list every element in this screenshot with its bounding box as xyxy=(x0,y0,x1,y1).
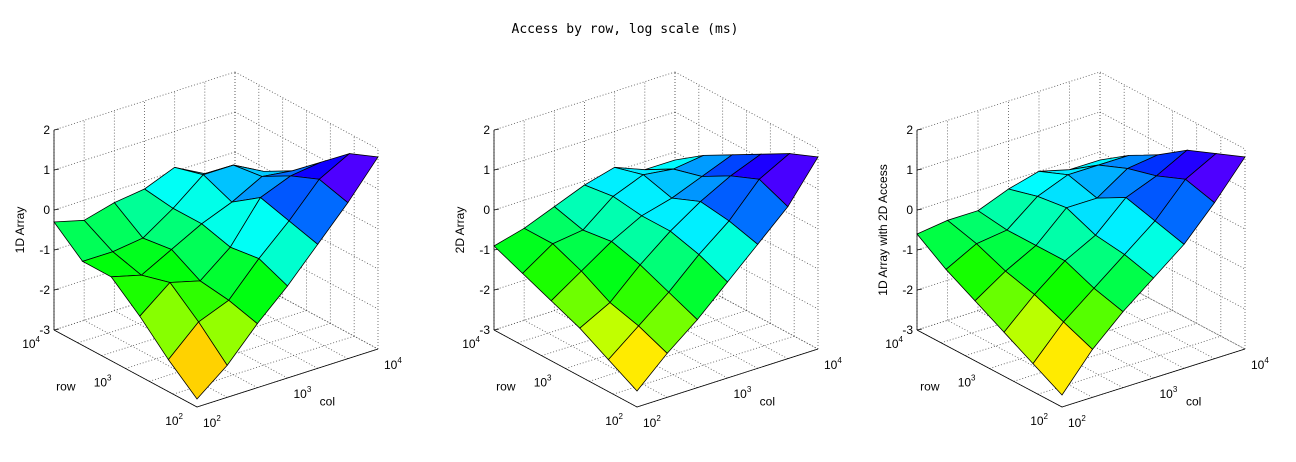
x-tick-label: 103 xyxy=(1160,385,1178,401)
y-tick-label: 102 xyxy=(605,412,623,428)
z-tick xyxy=(916,248,923,251)
z-tick xyxy=(493,208,500,211)
x-tick-label: 102 xyxy=(643,414,661,430)
x-tick-label: 102 xyxy=(1068,414,1086,430)
z-tick xyxy=(53,248,60,251)
z-tick-label: -3 xyxy=(902,323,913,337)
z-tick-label: -1 xyxy=(479,243,490,257)
surface-patch xyxy=(167,321,228,400)
y-tick-label: 102 xyxy=(1030,412,1048,428)
y-tick-label: 103 xyxy=(94,374,112,390)
z-tick-label: 0 xyxy=(43,203,50,217)
grid-line xyxy=(977,310,1124,389)
x-axis-label: col xyxy=(1186,394,1201,408)
z-tick-label: -1 xyxy=(39,243,50,257)
x-tick-label: 102 xyxy=(203,414,221,430)
z-tick xyxy=(916,128,923,131)
z-tick xyxy=(916,328,923,331)
surface-plot-1: -3 -2 -1 0 1 2 1D Array 102 103 104 102 103 104 col ro… xyxy=(13,71,402,430)
y-axis-line xyxy=(53,329,198,408)
y-axis-line xyxy=(493,329,638,408)
surface-patch xyxy=(1032,321,1094,396)
z-tick-label: -3 xyxy=(479,323,490,337)
y-tick-label: 104 xyxy=(885,335,903,351)
grid-line xyxy=(916,71,1101,131)
y-axis-label: row xyxy=(496,380,516,394)
z-tick xyxy=(53,208,60,211)
surface-plot-3: -3 -2 -1 0 1 2 1D Array with 2D Access 102 103 10… xyxy=(876,71,1269,430)
y-axis-label: row xyxy=(920,380,940,394)
y-tick-label: 103 xyxy=(958,374,976,390)
z-tick-label: -2 xyxy=(479,283,490,297)
z-tick xyxy=(493,328,500,331)
x-tick-label: 103 xyxy=(294,385,312,401)
grid-line xyxy=(1099,111,1246,190)
z-tick xyxy=(493,128,500,131)
x-tick-label: 104 xyxy=(1251,356,1269,372)
z-tick-label: -1 xyxy=(902,243,913,257)
z-axis-label: 2D Array xyxy=(453,207,467,254)
z-axis-label: 1D Array xyxy=(13,207,27,254)
z-tick-label: 2 xyxy=(906,123,913,137)
z-tick-label: 1 xyxy=(43,163,50,177)
z-axis-label: 1D Array with 2D Access xyxy=(876,164,890,295)
x-axis-line xyxy=(1061,348,1246,408)
y-tick-label: 102 xyxy=(165,412,183,428)
x-tick-label: 104 xyxy=(384,356,402,372)
z-tick-label: 2 xyxy=(483,123,490,137)
z-tick-label: 0 xyxy=(483,203,490,217)
grid-line xyxy=(1008,300,1154,379)
y-axis-label: row xyxy=(56,380,76,394)
grid-line xyxy=(674,71,819,150)
grid-line xyxy=(523,319,668,398)
z-tick xyxy=(916,168,923,171)
z-tick xyxy=(916,288,923,291)
y-tick-label: 104 xyxy=(22,335,40,351)
z-tick xyxy=(53,328,60,331)
grid-line xyxy=(1069,281,1215,360)
grid-line xyxy=(916,151,1101,211)
grid-line xyxy=(989,310,1173,369)
x-tick-label: 103 xyxy=(734,385,752,401)
x-axis-label: col xyxy=(760,394,775,408)
grid-line xyxy=(234,71,379,150)
y-axis-line xyxy=(916,329,1063,408)
y-tick-label: 104 xyxy=(462,335,480,351)
grid-line xyxy=(1099,71,1246,150)
z-tick-label: 1 xyxy=(483,163,490,177)
surface-patch xyxy=(607,325,668,392)
x-axis-label: col xyxy=(320,394,335,408)
z-tick xyxy=(493,168,500,171)
z-tick-label: -2 xyxy=(902,283,913,297)
z-tick-label: 2 xyxy=(43,123,50,137)
z-tick xyxy=(916,208,923,211)
grid-line xyxy=(1038,290,1185,369)
grid-line xyxy=(1099,271,1246,350)
z-tick-label: -3 xyxy=(39,323,50,337)
z-tick xyxy=(53,288,60,291)
figure-title: Access by row, log scale (ms) xyxy=(511,22,739,37)
z-tick-label: 1 xyxy=(906,163,913,177)
z-tick xyxy=(53,168,60,171)
x-axis-line xyxy=(636,348,819,408)
x-tick-label: 104 xyxy=(824,356,842,372)
y-tick-label: 103 xyxy=(534,374,552,390)
surface-plot-2: -3 -2 -1 0 1 2 2D Array 102 103 104 102 103 104 col ro… xyxy=(453,71,842,430)
z-tick xyxy=(493,288,500,291)
z-tick xyxy=(53,128,60,131)
x-axis-line xyxy=(196,348,379,408)
z-tick-label: 0 xyxy=(906,203,913,217)
z-tick-label: -2 xyxy=(39,283,50,297)
grid-line xyxy=(916,111,1101,171)
